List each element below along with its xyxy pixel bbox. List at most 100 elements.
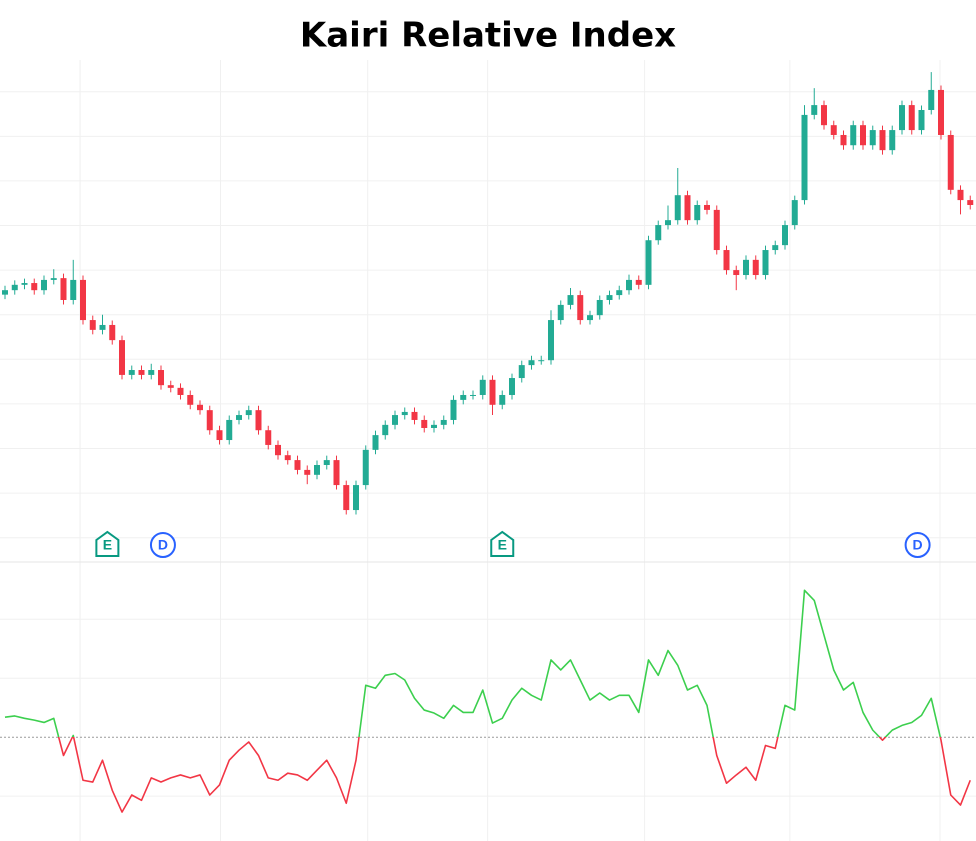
candle-body [616,290,623,296]
candle-body [869,130,876,146]
event-label: E [498,537,507,553]
candle-body [119,340,125,375]
candle-body [401,411,408,416]
candle-body [343,485,350,511]
event-marker: D [904,532,931,558]
candle-body [41,279,47,291]
candle-body [557,304,564,321]
candle-body [635,279,642,285]
candle-body [899,105,905,131]
candle-body [158,370,164,386]
candle-body [80,279,86,321]
candle-body [499,394,506,405]
event-label: D [158,537,168,553]
candle-body [431,424,437,428]
candle-body [148,370,155,375]
event-badge [149,532,176,558]
candle-body [782,225,788,246]
candle-body [479,379,486,395]
candle-body [197,404,203,411]
event-marker: D [149,532,176,558]
candle-body [50,278,57,280]
candle-body [538,360,545,362]
candle-body [509,378,515,395]
event-badge [95,530,120,557]
candle-body [518,365,525,379]
candle-body [460,394,467,400]
candle-body [353,485,359,511]
candle-body [606,295,613,300]
candle-body [947,134,954,190]
candle-body [411,411,418,420]
candle-body [245,410,252,416]
candle-body [489,379,496,405]
candle-body [694,204,701,221]
candle-body [89,320,96,330]
event-marker: E [95,530,120,557]
candle-body [470,394,476,396]
candle-body [450,399,457,420]
candle-body [206,410,213,431]
candle-body [821,105,827,126]
candle-body [528,360,535,366]
candle-body [187,394,194,405]
candle-body [860,125,866,146]
candle-body [957,189,964,201]
candle-body [733,270,740,276]
candle-body [421,419,428,428]
candle-body [323,460,330,466]
candle-body [333,460,340,486]
candle-body [928,89,935,111]
candle-body [275,444,281,456]
candle-body [704,204,710,210]
candle-body [255,410,262,431]
candle-body [70,279,77,300]
candle-body [723,250,730,271]
candle-body [21,283,28,285]
candle-body [830,125,837,135]
candle-body [304,469,311,475]
candle-body [791,200,798,226]
candle-body [216,430,223,441]
candle-body [743,259,749,276]
candle-body [645,240,652,285]
candle-body [762,250,769,276]
candle-body [918,110,925,131]
indicator-line [4,589,971,813]
candle-body [548,320,554,361]
event-label: D [913,537,923,553]
candle-body [850,125,857,146]
candle-body [265,430,272,445]
candle-body [382,424,389,436]
candle-body [655,225,662,241]
candle-body [2,290,8,295]
candle-body [236,415,242,420]
candle-body [109,324,116,341]
candle-body [908,105,915,131]
grid [0,60,976,841]
candle-body [596,299,603,316]
candle-body [99,324,106,330]
candle-body [372,435,379,450]
candle-body [284,455,291,461]
candle-body [811,105,818,115]
event-marker: E [490,530,515,557]
candle-body [128,370,135,375]
candle-body [752,259,759,276]
candle-body [577,295,584,321]
candle-body [226,419,233,441]
candle-body [294,460,301,470]
candle-body [801,114,808,201]
candle-body [889,130,896,151]
event-label: E [103,537,112,553]
candle-body [626,279,632,291]
event-badge [490,530,515,557]
candle-body [31,283,38,291]
candle-body [362,449,369,486]
candle-body [587,315,593,321]
candle-body [967,200,974,205]
candle-body [674,195,681,221]
candle-body [713,209,720,251]
